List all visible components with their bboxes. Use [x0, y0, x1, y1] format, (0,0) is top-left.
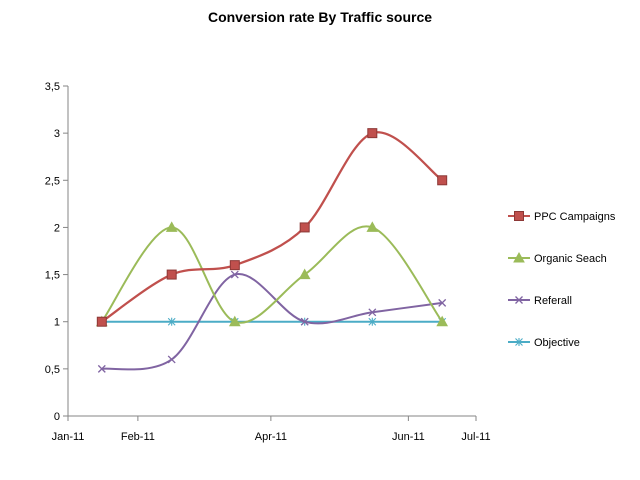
- data-point-ppc-campaigns: [166, 269, 177, 280]
- legend-marker-ppc-campaigns: [514, 211, 524, 221]
- data-point-organic-seach: [366, 221, 379, 232]
- legend-item-referall: Referall: [508, 295, 572, 307]
- y-tick-label: 1,5: [45, 270, 60, 282]
- chart-title: Conversion rate By Traffic source: [207, 9, 433, 25]
- legend-item-objective: Objective: [508, 337, 580, 349]
- legend-label: Referall: [534, 295, 572, 307]
- y-tick-label: 0,5: [45, 364, 60, 376]
- data-point-referall: [167, 355, 176, 364]
- data-point-referall: [438, 298, 447, 307]
- data-point-objective: [167, 317, 176, 326]
- data-point-referall: [300, 317, 309, 326]
- data-point-organic-seach: [228, 315, 241, 327]
- data-point-ppc-campaigns: [229, 260, 240, 271]
- legend-label: Organic Seach: [534, 253, 607, 265]
- y-tick-label: 3,5: [45, 81, 60, 93]
- legend-label: PPC Campaigns: [534, 211, 616, 223]
- data-point-referall: [368, 308, 377, 317]
- data-point-objective: [368, 317, 377, 326]
- legend-item-organic-seach: Organic Seach: [508, 251, 607, 265]
- legend-marker-objective: [515, 338, 523, 346]
- legend-label: Objective: [534, 337, 580, 349]
- y-tick-label: 1: [54, 317, 60, 329]
- data-point-ppc-campaigns: [96, 316, 107, 327]
- y-tick-label: 2,5: [45, 175, 60, 187]
- x-tick-label: Jul-11: [461, 431, 490, 443]
- legend-item-ppc-campaigns: PPC Campaigns: [508, 211, 616, 223]
- data-point-ppc-campaigns: [299, 222, 310, 233]
- x-tick-label: Jun-11: [392, 431, 425, 443]
- data-point-organic-seach: [298, 268, 311, 280]
- y-tick-label: 2: [54, 222, 60, 234]
- data-point-referall: [97, 364, 106, 373]
- data-point-ppc-campaigns: [367, 128, 378, 139]
- y-tick-label: 0: [54, 411, 60, 423]
- x-tick-label: Feb-11: [121, 431, 155, 443]
- data-point-ppc-campaigns: [437, 175, 448, 186]
- data-point-organic-seach: [165, 221, 178, 232]
- legend-marker-organic-seach: [513, 251, 525, 263]
- y-tick-label: 3: [54, 128, 60, 140]
- data-point-organic-seach: [436, 315, 449, 327]
- x-tick-label: Jan-11: [52, 431, 85, 443]
- legend-marker-referall: [515, 296, 523, 304]
- x-tick-label: Apr-11: [255, 431, 287, 443]
- series-line-organic-seach: [101, 225, 443, 324]
- series-line-ppc-campaigns: [101, 131, 443, 323]
- data-point-referall: [230, 270, 239, 279]
